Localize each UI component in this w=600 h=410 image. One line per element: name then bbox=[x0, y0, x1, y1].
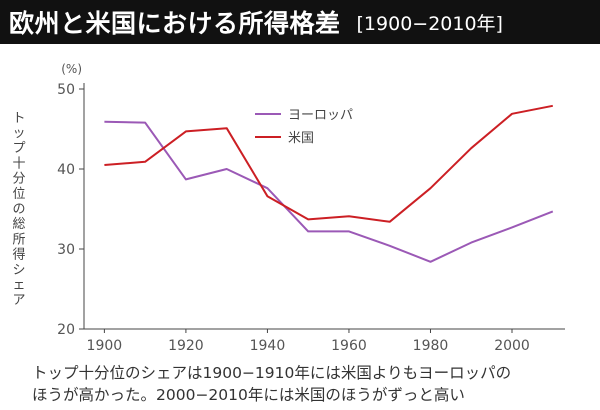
y-axis-label-char: プ bbox=[12, 141, 25, 156]
caption-line-2: ほうが高かった。2000−2010年には米国のほうがずっと高い bbox=[32, 386, 465, 404]
x-tick-label: 2000 bbox=[494, 338, 530, 354]
y-axis-label-char: ッ bbox=[12, 126, 25, 141]
y-axis-label-char: シ bbox=[12, 263, 25, 278]
y-axis-label-char: 分 bbox=[12, 172, 25, 187]
caption-line-1: トップ十分位のシェアは1900−1910年には米国よりもヨーロッパの bbox=[32, 364, 512, 382]
y-axis-label-char: 所 bbox=[12, 232, 25, 247]
line-chart: 20 30 40 50 1900 1920 1940 1960 1980 2000 (%) トップ十分… bbox=[12, 62, 565, 354]
y-axis-label-char: ェ bbox=[12, 278, 25, 293]
x-tick-label: 1960 bbox=[331, 338, 367, 354]
y-tick-label: 50 bbox=[57, 82, 75, 98]
y-axis-label-char: 総 bbox=[12, 217, 25, 232]
title-bar: 欧州と米国における所得格差 [1900−2010年] bbox=[0, 0, 600, 44]
y-axis-label-char: ト bbox=[12, 111, 25, 126]
chart-subtitle: [1900−2010年] bbox=[356, 12, 503, 35]
legend-label: ヨーロッパ bbox=[288, 108, 353, 123]
y-axis-label-char: 得 bbox=[12, 247, 25, 263]
legend-label: 米国 bbox=[288, 131, 314, 146]
series-line-europe bbox=[104, 120, 554, 263]
y-tick-label: 40 bbox=[57, 162, 75, 178]
y-axis-label-char: 十 bbox=[12, 156, 25, 171]
y-tick-label: 20 bbox=[57, 322, 75, 338]
y-axis-label-char: ア bbox=[12, 293, 25, 308]
x-tick-label: 1940 bbox=[250, 338, 286, 354]
y-axis-label-char: 位 bbox=[12, 187, 25, 202]
chart-title: 欧州と米国における所得格差 bbox=[9, 9, 341, 38]
y-unit-label: (%) bbox=[61, 62, 82, 76]
chart-caption: トップ十分位のシェアは1900−1910年には米国よりもヨーロッパの ほうが高か… bbox=[32, 362, 592, 406]
x-tick-label: 1980 bbox=[413, 338, 449, 354]
x-tick-label: 1920 bbox=[168, 338, 204, 354]
x-tick-label: 1900 bbox=[87, 338, 123, 354]
y-tick-label: 30 bbox=[57, 242, 75, 258]
series-line-usa bbox=[104, 104, 553, 223]
y-axis-label-char: の bbox=[12, 202, 25, 217]
